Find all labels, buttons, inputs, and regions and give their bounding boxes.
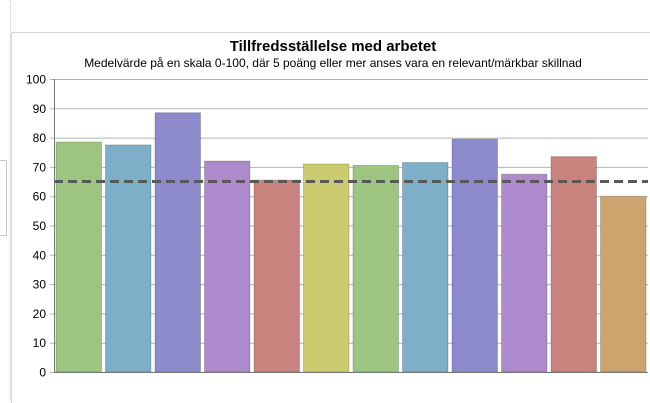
y-tick-label: 70: [33, 160, 47, 174]
bars: [55, 112, 647, 373]
y-tick-label: 90: [33, 102, 47, 116]
bar: [253, 179, 300, 373]
left-panel-edge: [0, 0, 11, 402]
y-tick-label: 80: [33, 131, 47, 145]
bar: [402, 162, 449, 373]
bar: [105, 144, 152, 373]
bar: [204, 160, 251, 373]
left-panel-tab: [0, 160, 7, 236]
chart-title: Tillfredsställelse med arbetet: [230, 38, 436, 55]
bar: [352, 164, 399, 373]
y-tick-label: 20: [33, 307, 47, 321]
y-tick-label: 100: [26, 73, 46, 87]
bar: [303, 163, 350, 373]
y-tick-label: 0: [39, 366, 46, 380]
y-tick-label: 10: [33, 336, 47, 350]
y-tick-label: 50: [33, 219, 47, 233]
bar: [600, 195, 647, 373]
bar: [154, 112, 201, 373]
bar: [55, 141, 102, 373]
chart-subtitle: Medelvärde på en skala 0-100, där 5 poän…: [84, 56, 582, 70]
y-axis-ticks: 0 10 20 30 40 50 60 70 80 90 100: [26, 73, 46, 380]
y-tick-label: 30: [33, 278, 47, 292]
y-tick-label: 40: [33, 248, 47, 262]
bar: [451, 138, 498, 373]
y-tick-label: 60: [33, 190, 47, 204]
bar: [501, 173, 548, 373]
bar: [550, 156, 597, 373]
